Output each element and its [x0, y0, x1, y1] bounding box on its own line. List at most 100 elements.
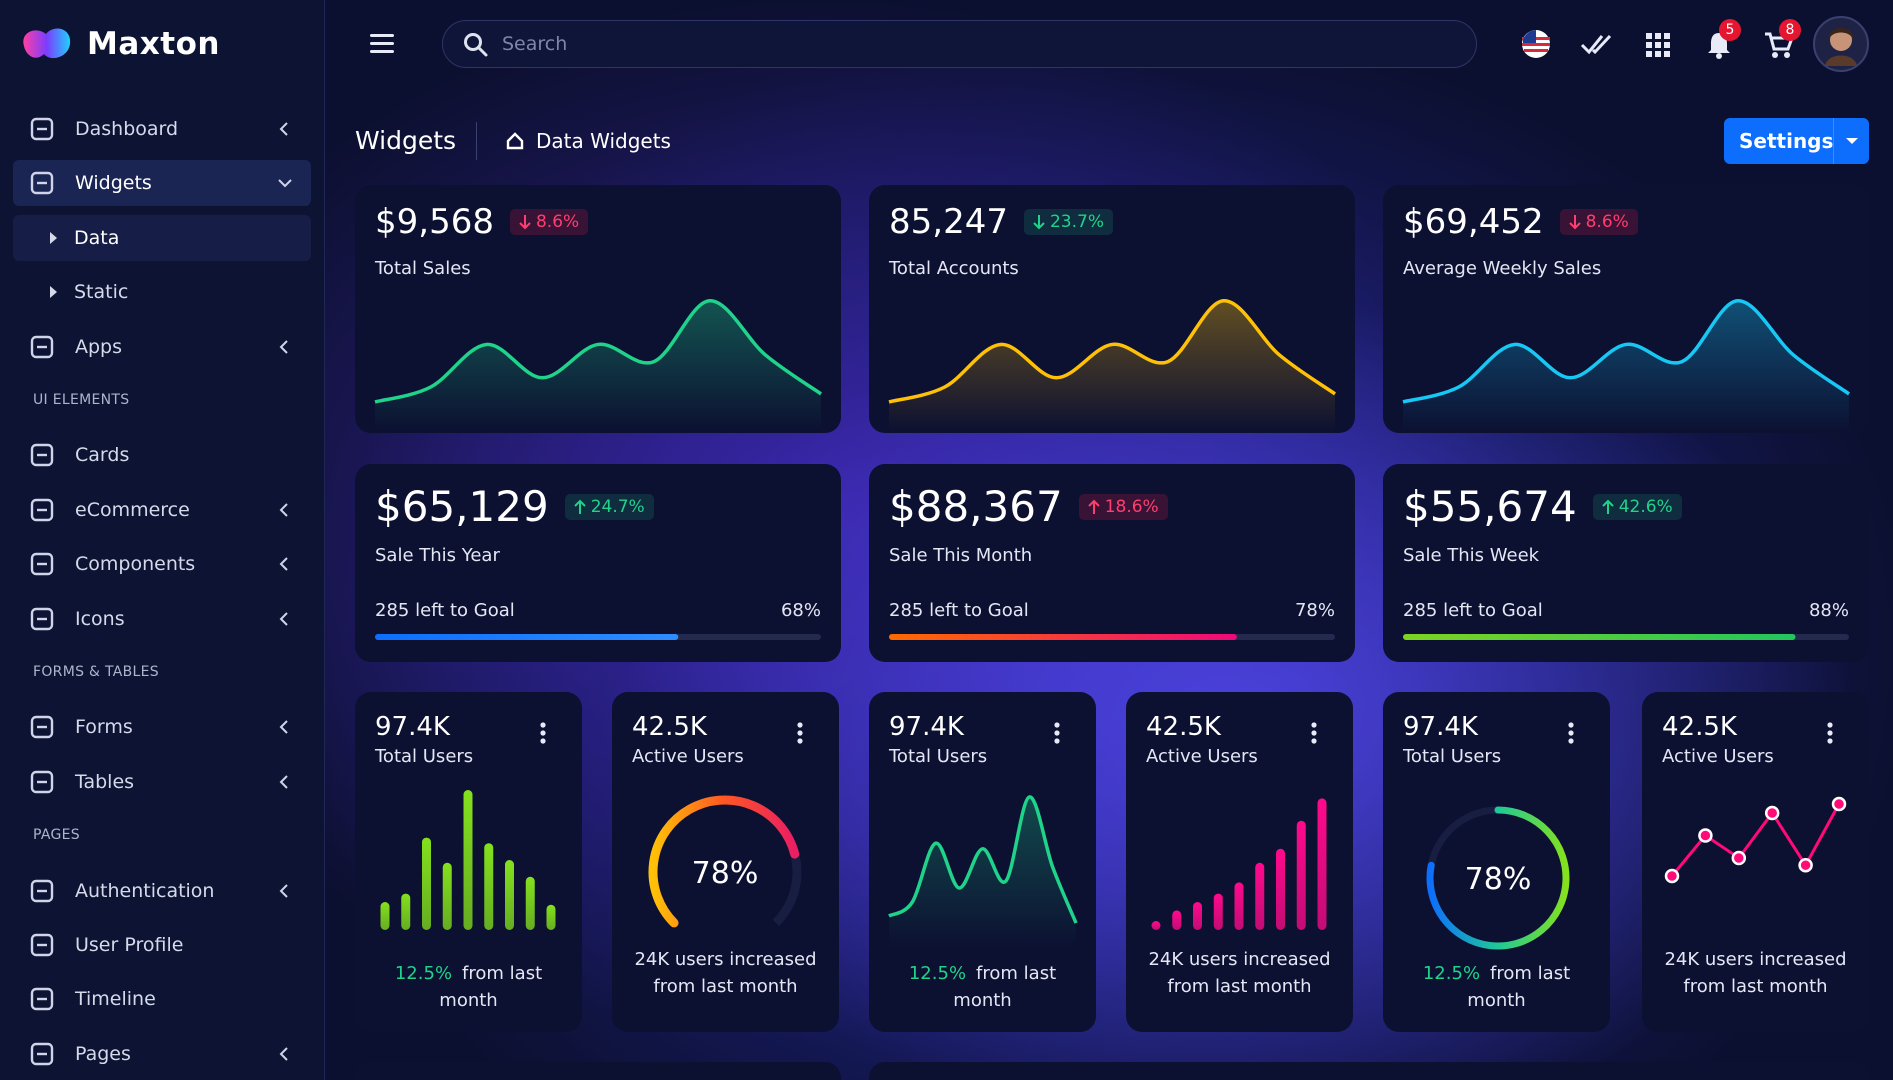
- menu-item[interactable]: Components: [13, 541, 311, 587]
- apps-icon[interactable]: [1645, 32, 1671, 58]
- bar: [1255, 862, 1265, 930]
- mini-chart: [1664, 796, 1847, 884]
- footer-text: 24K users increased from last month: [1664, 949, 1847, 997]
- menu-label: Widgets: [75, 172, 152, 195]
- menu-label: Timeline: [75, 988, 156, 1011]
- stat-row: $69,452 8.6%: [1403, 202, 1638, 242]
- more-menu[interactable]: [1825, 722, 1835, 744]
- dot: [1568, 730, 1574, 736]
- menu-item[interactable]: Data: [13, 214, 311, 261]
- card: [869, 1062, 1869, 1080]
- chevron: [279, 339, 288, 354]
- card: [355, 1062, 841, 1080]
- menu-item[interactable]: Icons: [13, 596, 311, 642]
- bar: [1213, 893, 1223, 930]
- bar: [1317, 798, 1327, 930]
- notification-badge: 5: [1719, 19, 1741, 41]
- dot: [1054, 730, 1060, 736]
- trend-arrow: [1087, 499, 1100, 514]
- stat-label: Sale This Month: [889, 545, 1033, 566]
- icon-shape: [30, 988, 54, 1011]
- stat-label: Average Weekly Sales: [1403, 258, 1602, 279]
- stat-row: 85,247 23.7%: [889, 202, 1113, 242]
- chevron: [279, 611, 288, 626]
- icon-shape: [30, 498, 54, 521]
- sidebar: Maxton Dashboard Widgets Data Static Apps UI …: [0, 0, 325, 1080]
- menu-toggle[interactable]: [368, 30, 398, 58]
- goal-text: 285 left to Goal: [1403, 600, 1543, 621]
- dot: [1827, 730, 1833, 736]
- home-icon: [506, 132, 524, 150]
- progress-label: 68%: [780, 600, 821, 621]
- dot: [797, 730, 803, 736]
- language-flag[interactable]: [1520, 28, 1552, 60]
- progress-fill: [375, 634, 679, 640]
- mini-label: Active Users: [1146, 746, 1258, 767]
- mini-card: 97.4K Total Users 78% 12.5% from last month: [1383, 692, 1610, 1032]
- sparkline-area: [889, 300, 1335, 433]
- mini-card: 42.5K Active Users 24K users increased fro…: [1126, 692, 1353, 1032]
- mini-value: 42.5K: [1146, 712, 1221, 742]
- chevron: [279, 122, 288, 136]
- stat-card: $9,568 8.6% Total Sales: [355, 185, 841, 433]
- stat-row: $9,568 8.6%: [375, 202, 589, 242]
- bar: [1172, 910, 1182, 930]
- search-bar[interactable]: Search: [442, 20, 1477, 68]
- chevron-line: [279, 883, 288, 898]
- more-menu[interactable]: [1052, 722, 1062, 744]
- menu-label: User Profile: [75, 934, 184, 956]
- progress-bar: [375, 634, 821, 640]
- icon-shape: [30, 552, 54, 576]
- change-badge: 8.6%: [509, 209, 589, 235]
- bar: [1234, 882, 1244, 930]
- menu-label: Forms: [75, 716, 133, 739]
- menu-item[interactable]: eCommerce: [13, 487, 311, 533]
- goal-text: 285 left to Goal: [889, 600, 1029, 621]
- menu-item[interactable]: Authentication: [13, 868, 311, 914]
- change-value: 42.6%: [1618, 496, 1673, 517]
- more-menu[interactable]: [1309, 722, 1319, 744]
- chevron: [279, 503, 288, 517]
- user-avatar[interactable]: [1813, 16, 1869, 72]
- menu-item[interactable]: Static: [13, 269, 311, 315]
- menu-label: Cards: [75, 444, 130, 467]
- change-value: 12.5%: [394, 963, 453, 984]
- mini-value: 42.5K: [632, 712, 707, 742]
- trend-arrow: [1601, 499, 1614, 514]
- mark-read-icon[interactable]: [1580, 30, 1614, 58]
- mini-label: Active Users: [632, 746, 744, 767]
- caret[interactable]: [1845, 136, 1859, 146]
- dot: [797, 738, 803, 744]
- more-menu[interactable]: [1566, 722, 1576, 744]
- logo: [23, 28, 71, 59]
- menu-label: Components: [75, 553, 196, 576]
- menu-item[interactable]: Apps: [13, 324, 311, 370]
- menu-item[interactable]: User Profile: [13, 922, 311, 968]
- mini-label: Total Users: [889, 746, 988, 767]
- stat-value: $65,129: [375, 482, 549, 531]
- menu-item[interactable]: Timeline: [13, 976, 311, 1022]
- menu-section: FORMS & TABLES: [33, 664, 159, 680]
- dot: [797, 722, 803, 728]
- menu-item[interactable]: Tables: [13, 759, 311, 805]
- sparkline-area: [375, 300, 821, 433]
- bar: [505, 860, 514, 930]
- menu-item[interactable]: Cards: [13, 432, 311, 478]
- sparkline-area: [1403, 300, 1849, 433]
- menu-icon: [30, 1042, 54, 1065]
- settings-button[interactable]: Settings: [1724, 118, 1869, 164]
- more-menu[interactable]: [795, 722, 805, 744]
- menu-label: Tables: [75, 770, 135, 793]
- menu-item[interactable]: Forms: [13, 704, 311, 750]
- more-menu[interactable]: [538, 722, 548, 744]
- menu-section: UI ELEMENTS: [33, 392, 130, 408]
- sparkline-chart: [1402, 298, 1851, 433]
- chevron-line: [279, 611, 288, 626]
- menu-label: Authentication: [75, 879, 215, 902]
- menu-item[interactable]: Widgets: [13, 160, 311, 207]
- mini-footer: 12.5% from last month: [879, 960, 1086, 1014]
- menu-item[interactable]: Dashboard: [13, 106, 311, 152]
- menu-item[interactable]: Pages: [13, 1031, 311, 1077]
- dot: [1827, 722, 1833, 728]
